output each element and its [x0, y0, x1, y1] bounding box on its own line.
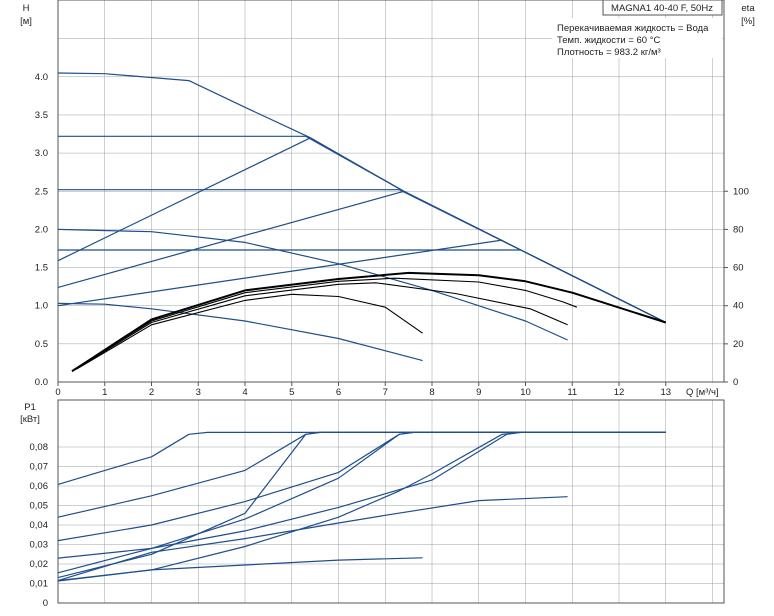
pump-title-box: [602, 0, 723, 16]
power-axis-label: P1: [24, 402, 36, 413]
efficiency-tick-label: 20: [733, 339, 744, 350]
efficiency-curve: [74, 282, 568, 371]
efficiency-curve: [76, 293, 423, 370]
efficiency-tick-label: 0: [733, 377, 738, 388]
power-tick-label: 0,01: [30, 579, 49, 590]
head-axis-label: H: [23, 3, 30, 14]
efficiency-tick-label: 40: [733, 301, 744, 312]
flow-tick-label: 10: [520, 387, 531, 398]
power-curve: [57, 431, 666, 582]
power-curve: [57, 431, 666, 579]
head-tick-label: 1.0: [35, 301, 48, 312]
head-tick-label: 3.0: [35, 148, 48, 159]
power-curve: [57, 431, 666, 518]
flow-tick-label: 12: [614, 387, 625, 398]
flow-tick-label: 4: [242, 387, 247, 398]
power-chart-gridlines: [58, 400, 724, 603]
power-tick-label: 0,02: [30, 559, 49, 570]
power-tick-label: 0: [43, 598, 48, 609]
efficiency-tick-label: 60: [733, 263, 744, 274]
power-tick-label: 0,06: [30, 481, 49, 492]
head-tick-label: 3.5: [35, 110, 48, 121]
power-chart-series: [57, 431, 666, 582]
head-tick-label: 0.5: [35, 339, 48, 350]
temperature-info-line: Темп. жидкости = 60 °C: [557, 35, 660, 46]
efficiency-axis-label: eta: [741, 3, 755, 14]
head-tick-label: 4.0: [35, 72, 48, 83]
head-curve: [57, 137, 311, 262]
power-curve: [57, 431, 666, 542]
flow-tick-label: 11: [567, 387, 577, 398]
flow-tick-label: 9: [476, 387, 481, 398]
head-tick-label: 2.0: [35, 224, 48, 235]
power-tick-label: 0,05: [30, 501, 49, 512]
power-curve: [57, 431, 666, 574]
head-tick-label: 2.5: [35, 186, 48, 197]
fluid-info-box: [552, 18, 722, 58]
head-tick-label: 1.5: [35, 263, 48, 274]
efficiency-curve: [71, 271, 667, 373]
flow-tick-label: 5: [289, 387, 294, 398]
efficiency-tick-label: 100: [733, 186, 749, 197]
power-tick-label: 0,07: [30, 462, 49, 473]
head-chart-series: [57, 72, 667, 373]
density-info-line: Плотность = 983.2 кг/м³: [557, 47, 661, 58]
head-curve: [57, 239, 503, 307]
power-axis-unit: [кВт]: [20, 414, 40, 425]
flow-tick-label: 1: [102, 387, 107, 398]
head-axis-unit: [м]: [20, 16, 32, 27]
power-curve: [57, 431, 666, 559]
flow-tick-label: 7: [383, 387, 388, 398]
power-curve: [57, 496, 568, 582]
power-chart-plot-area: [57, 399, 725, 604]
power-chart-tick-labels: 0 0,01 0,02 0,03 0,04 0,05 0,06 0,07 0,08: [30, 442, 49, 609]
head-curve: [57, 190, 405, 288]
flow-tick-label: 3: [196, 387, 201, 398]
power-tick-label: 0,08: [30, 442, 49, 453]
flow-axis-label: Q [м³/ч]: [686, 387, 719, 398]
flow-tick-label: 2: [149, 387, 154, 398]
efficiency-tick-label: 80: [733, 224, 744, 235]
head-curve: [58, 189, 667, 324]
flow-tick-label: 6: [336, 387, 341, 398]
efficiency-curve: [71, 277, 578, 372]
head-curve: [57, 302, 423, 362]
fluid-info-line: Перекачиваемая жидкость = Вода: [557, 23, 709, 34]
power-tick-label: 0,04: [30, 520, 49, 531]
efficiency-axis-unit: [%]: [741, 16, 755, 27]
power-curve: [57, 557, 423, 582]
flow-tick-label: 13: [660, 387, 671, 398]
head-chart-tick-labels: 0 1 2 3 4 5 6 7 8 9 10 11 12 130.00.51.01.52.02.53.03…: [35, 72, 749, 398]
flow-tick-label: 0: [55, 387, 60, 398]
flow-tick-label: 8: [429, 387, 434, 398]
power-curve: [57, 431, 666, 485]
head-curve: [57, 72, 667, 324]
pump-title: MAGNA1 40-40 F, 50Hz: [611, 3, 713, 14]
power-tick-label: 0,03: [30, 540, 49, 551]
head-tick-label: 0.0: [35, 377, 48, 388]
head-curve: [58, 249, 667, 324]
